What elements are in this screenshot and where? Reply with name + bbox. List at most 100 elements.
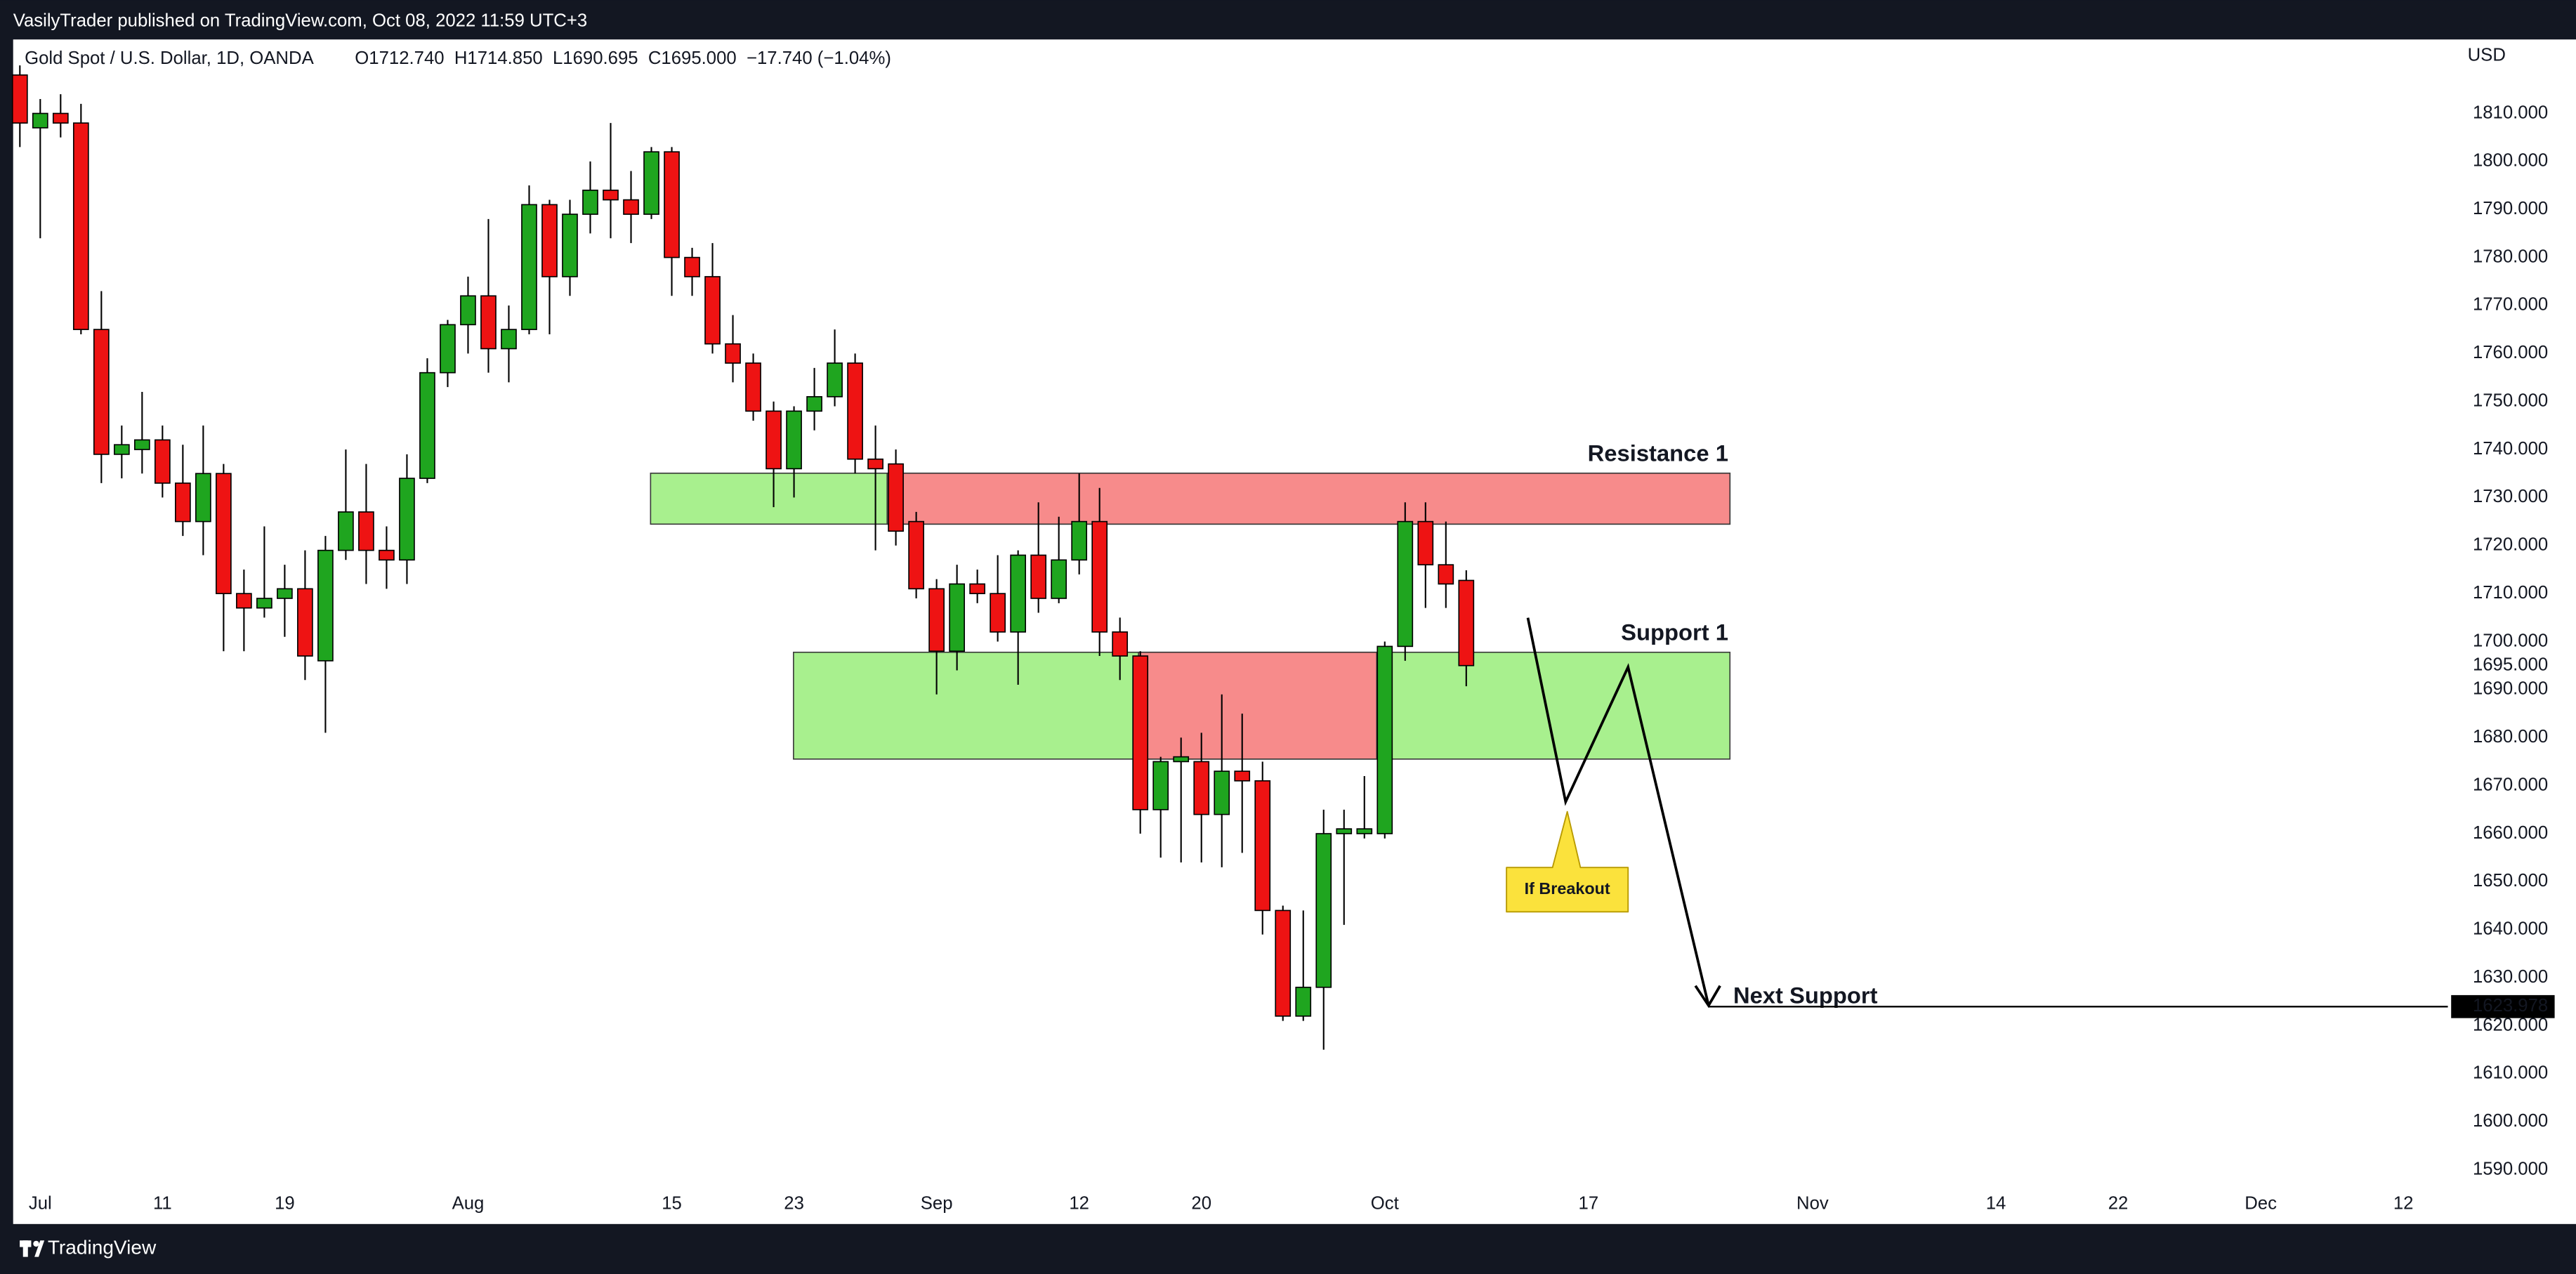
candle-body (1376, 645, 1393, 834)
candle-body (704, 276, 721, 345)
plot-area (13, 39, 2576, 1224)
candle-body (1315, 833, 1332, 988)
candle-body (969, 583, 985, 594)
currency: USD (2468, 45, 2506, 65)
candle-body (786, 410, 802, 470)
x-tick-label: 23 (784, 1194, 804, 1214)
candle-body (1051, 559, 1067, 599)
candle-body (1234, 770, 1251, 782)
y-tick-label: 1620.000 (2473, 1015, 2548, 1035)
price-label: 1623.978 (2473, 996, 2548, 1016)
annotation: Support 1 (1621, 619, 1728, 645)
x-tick-label: 12 (2393, 1194, 2414, 1214)
candle-body (317, 549, 334, 662)
y-tick-label: 1810.000 (2473, 103, 2548, 122)
candle-body (684, 256, 700, 277)
y-tick-label: 1600.000 (2473, 1111, 2548, 1131)
candle-body (1193, 761, 1210, 815)
x-tick-label: Nov (1796, 1194, 1829, 1214)
candle-body (113, 444, 130, 455)
y-tick-label: 1680.000 (2473, 727, 2548, 747)
candle-body (134, 439, 150, 450)
y-tick-label: 1740.000 (2473, 439, 2548, 459)
candle-body (1458, 579, 1475, 666)
candle-body (1214, 770, 1230, 815)
y-tick-label: 1590.000 (2473, 1159, 2548, 1178)
y-tick-label: 1670.000 (2473, 775, 2548, 794)
candle-body (1071, 520, 1088, 561)
x-tick-label: 14 (1986, 1194, 2006, 1214)
x-tick-label: 20 (1191, 1194, 1211, 1214)
callout-text: If Breakout (1525, 879, 1610, 898)
candle-body (1173, 756, 1190, 763)
candle-body (1295, 986, 1312, 1017)
candle-body (1152, 761, 1169, 810)
candle-body (11, 74, 28, 124)
candle-body (745, 362, 761, 412)
candle-body (358, 511, 374, 551)
candle-body (827, 362, 843, 398)
x-tick-label: 19 (275, 1194, 295, 1214)
annotation: Next Support (1733, 983, 1878, 1009)
candle-body (1397, 520, 1414, 648)
candle-body (562, 214, 578, 277)
x-tick-label: 17 (1579, 1194, 1599, 1214)
candle-body (1091, 520, 1108, 633)
candle-body (643, 151, 659, 215)
candle-body (765, 410, 782, 470)
annotation: Resistance 1 (1588, 440, 1728, 466)
y-tick-label: 1750.000 (2473, 390, 2548, 410)
candle-body (623, 199, 639, 215)
candle-body (195, 473, 211, 523)
candle-body (419, 372, 435, 479)
candle-body (32, 112, 48, 129)
y-tick-label: 1720.000 (2473, 535, 2548, 555)
candle-body (155, 439, 171, 484)
arrow-head (1694, 985, 1721, 1009)
projection-path (1526, 617, 1710, 1006)
candle-body (1010, 554, 1027, 633)
candle-body (949, 583, 965, 652)
y-tick-label: 1760.000 (2473, 343, 2548, 362)
tv-logo (20, 1240, 45, 1257)
candle-body (1438, 564, 1454, 585)
candle-body (582, 190, 598, 215)
candle-body (256, 598, 272, 609)
y-tick-label: 1710.000 (2473, 583, 2548, 603)
candle-body (379, 549, 395, 561)
x-tick-label: 11 (153, 1194, 172, 1214)
candle-body (93, 329, 110, 455)
candle-body (501, 329, 517, 350)
candle-body (175, 482, 191, 523)
y-tick-label: 1700.000 (2473, 631, 2548, 650)
candle-body (928, 588, 945, 652)
x-tick-label: 12 (1069, 1194, 1089, 1214)
candle-body (541, 204, 558, 277)
candle-body (725, 343, 741, 364)
candle-body (664, 151, 680, 258)
x-tick-label: Sep (921, 1194, 953, 1214)
candle-body (1254, 780, 1271, 912)
candle-body (460, 295, 476, 326)
y-tick-label: 1695.000 (2473, 655, 2548, 675)
candle-body (1417, 520, 1434, 565)
candle-body (399, 478, 415, 561)
zone-red (1138, 651, 1378, 760)
candle-body (1132, 655, 1149, 810)
y-tick-label: 1730.000 (2473, 487, 2548, 506)
x-tick-label: Dec (2245, 1194, 2277, 1214)
x-tick-label: Aug (452, 1194, 485, 1214)
x-tick-label: 22 (2108, 1194, 2129, 1214)
x-tick-label: Oct (1371, 1194, 1399, 1214)
candle-body (908, 520, 924, 590)
candle-body (806, 396, 822, 412)
candle-body (72, 122, 89, 330)
x-tick-label: Jul (29, 1194, 52, 1214)
legend: Gold Spot / U.S. Dollar, 1D, OANDA (25, 48, 314, 68)
candle-body (888, 463, 904, 532)
y-tick-label: 1630.000 (2473, 967, 2548, 987)
candle-body (52, 112, 69, 124)
zone-red (886, 472, 1731, 525)
